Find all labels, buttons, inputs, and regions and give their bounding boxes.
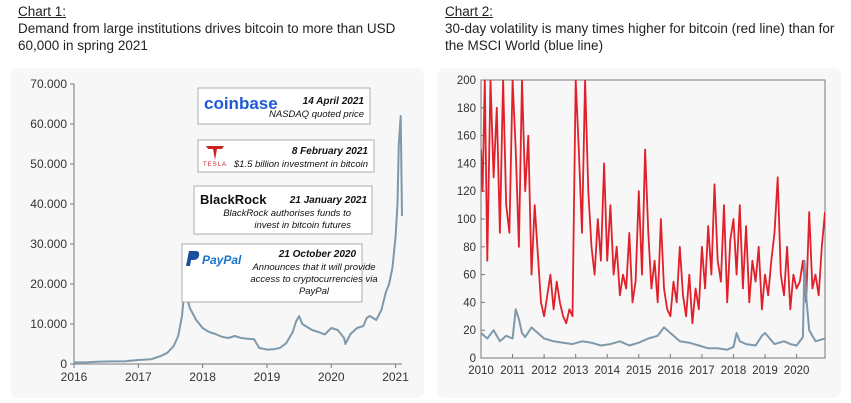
y-tick-label: 30.000 xyxy=(30,237,67,251)
annotation-text: invest in bitcoin futures xyxy=(254,220,351,231)
blackrock-logo: BlackRock xyxy=(200,192,267,207)
bitcoin-price-line xyxy=(73,115,403,364)
bitcoin-volatility-line xyxy=(481,80,825,325)
chart1-title: Demand from large institutions drives bi… xyxy=(18,21,396,53)
y-tick-label: 70.000 xyxy=(30,77,67,91)
tesla-logo-text: TESLA xyxy=(203,162,227,168)
annotation-text: BlackRock authorises funds to xyxy=(223,208,351,219)
x-tick-label: 2012 xyxy=(531,365,557,377)
chart2-title: 30-day volatility is many times higher f… xyxy=(445,21,835,53)
annotation-date: 14 April 2021 xyxy=(303,96,365,107)
x-tick-label: 2017 xyxy=(689,365,715,377)
chart1-header: Chart 1: Demand from large institutions … xyxy=(18,3,428,54)
x-tick-label: 2010 xyxy=(468,365,494,377)
x-tick-label: 2019 xyxy=(752,365,778,377)
paypal-logo-text: PayPal xyxy=(202,253,242,267)
bitcoin-price-chart: 0 10.000 20.000 30.000 40.000 50.000 60.000 70.… xyxy=(30,77,409,384)
chart1-panel: 0 10.000 20.000 30.000 40.000 50.000 60.000 70.… xyxy=(10,68,424,398)
x-tick-label: 2019 xyxy=(254,370,281,384)
y-tick-label: 40 xyxy=(463,297,476,309)
y-tick-label: 60 xyxy=(463,270,476,282)
chart2-panel: 0 20 40 60 80 100 120 140 160 180 200 2010 2011 2012 2… xyxy=(437,68,841,398)
y-tick-label: 140 xyxy=(457,158,476,170)
y-tick-label: 60.000 xyxy=(30,117,67,131)
x-tick-label: 2016 xyxy=(658,365,684,377)
x-tick-label: 2018 xyxy=(721,365,747,377)
x-tick-label: 2017 xyxy=(125,370,152,384)
y-tick-label: 20 xyxy=(463,325,476,337)
annotation-box xyxy=(193,185,373,235)
y-tick-label: 120 xyxy=(457,186,476,198)
x-tick-label: 2015 xyxy=(626,365,652,377)
annotation-text: $1.5 billion investment in bitcoin xyxy=(233,159,368,170)
x-tick-label: 2016 xyxy=(61,370,88,384)
tesla-logo-mark xyxy=(206,146,224,160)
x-tick-label: 2020 xyxy=(784,365,810,377)
y-tick-label: 80 xyxy=(463,242,476,254)
y-tick-label: 160 xyxy=(457,131,476,143)
annotation-date: 21 January 2021 xyxy=(289,195,368,206)
annotation-date: 21 October 2020 xyxy=(278,249,357,260)
volatility-chart: 0 20 40 60 80 100 120 140 160 180 200 2010 2011 2012 2… xyxy=(457,75,826,377)
y-tick-label: 100 xyxy=(457,214,476,226)
annotation-text: NASDAQ quoted price xyxy=(269,109,364,120)
y-tick-label: 50.000 xyxy=(30,157,67,171)
y-tick-label: 40.000 xyxy=(30,197,67,211)
paypal-logo: PayPal xyxy=(186,251,242,267)
chart2-label: Chart 2: xyxy=(445,4,494,19)
x-tick-label: 2020 xyxy=(318,370,345,384)
y-tick-label: 200 xyxy=(457,75,476,87)
msci-world-volatility-line xyxy=(481,259,825,351)
paypal-logo-mark xyxy=(186,251,200,266)
annotation-box xyxy=(197,87,371,125)
annotation-text: Announces that it will provide xyxy=(251,262,375,273)
x-tick-label: 2018 xyxy=(189,370,216,384)
annotation-text: access to cryptocurrencies via xyxy=(250,274,377,285)
y-tick-label: 20.000 xyxy=(30,277,67,291)
coinbase-logo: coinbase xyxy=(204,94,278,113)
annotation-date: 8 February 2021 xyxy=(292,146,369,157)
annotation-box xyxy=(197,139,375,173)
x-tick-label: 2011 xyxy=(500,365,525,377)
chart1-label: Chart 1: xyxy=(18,4,67,19)
tesla-logo: TESLA xyxy=(203,146,227,168)
x-tick-label: 2014 xyxy=(594,365,620,377)
annotation-text: PayPal xyxy=(299,286,330,297)
y-tick-label: 10.000 xyxy=(30,317,67,331)
chart2-header: Chart 2: 30-day volatility is many times… xyxy=(445,3,845,54)
y-tick-label: 0 xyxy=(470,353,476,365)
x-tick-label: 2013 xyxy=(563,365,589,377)
y-tick-label: 180 xyxy=(457,103,476,115)
plot-frame xyxy=(480,79,826,359)
y-tick-label: 0 xyxy=(60,357,67,371)
annotation-box xyxy=(181,243,363,303)
x-tick-label: 2021 xyxy=(382,370,409,384)
